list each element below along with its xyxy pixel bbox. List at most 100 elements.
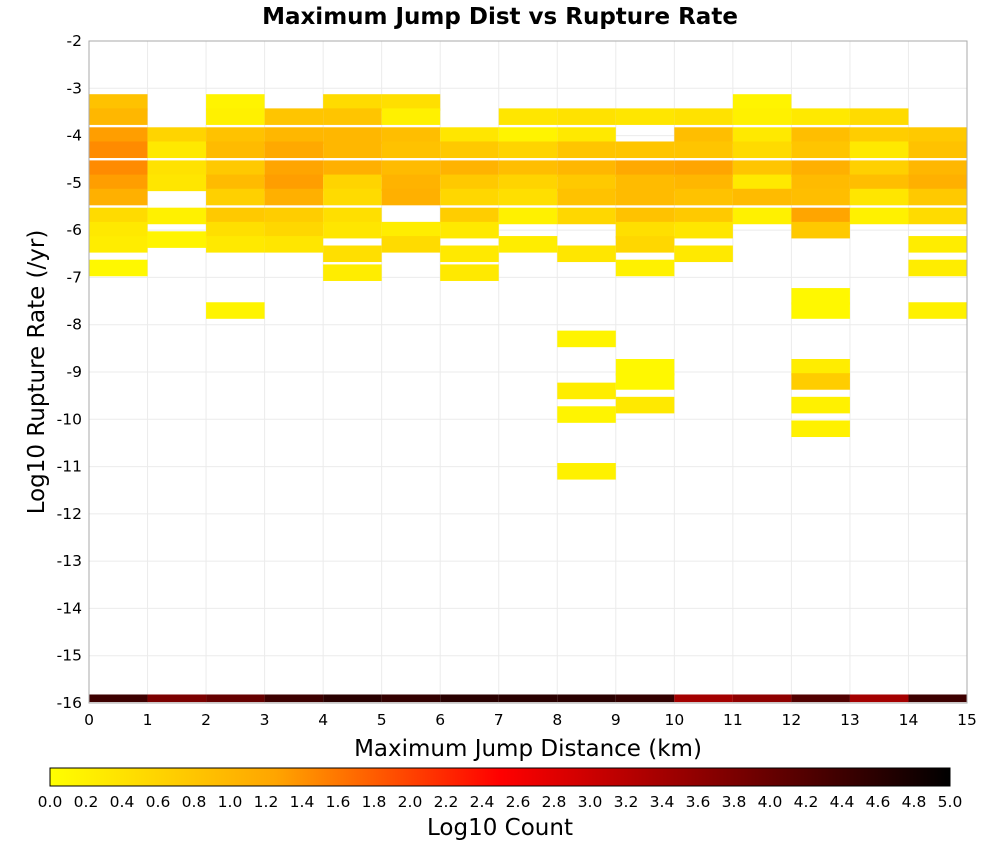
heatmap-cell	[264, 141, 324, 159]
heatmap-cell	[557, 188, 616, 206]
heatmap-cell	[381, 188, 441, 206]
colorbar-tick-label: 0.6	[146, 793, 171, 811]
heatmap-cell	[147, 160, 207, 177]
x-tick-label: 5	[377, 711, 387, 729]
heatmap-cell-bottom	[440, 694, 499, 703]
y-tick-label: -2	[67, 32, 82, 50]
heatmap-cell	[323, 245, 382, 263]
heatmap-cell	[147, 231, 207, 248]
heatmap-cell	[615, 259, 675, 277]
heatmap-cell	[440, 207, 499, 225]
y-tick-label: -10	[57, 410, 82, 428]
colorbar-label: Log10 Count	[427, 815, 573, 841]
x-tick-label: 14	[899, 711, 919, 729]
heatmap-cell	[264, 127, 324, 144]
heatmap-cell-bottom	[381, 694, 441, 703]
heatmap-cell	[849, 160, 909, 177]
colorbar-tick-label: 5.0	[938, 793, 963, 811]
heatmap-cell	[849, 207, 909, 225]
heatmap-cell	[381, 108, 441, 125]
heatmap-cell	[615, 174, 675, 192]
heatmap-cell	[89, 94, 148, 111]
heatmap-cell-bottom	[323, 694, 382, 703]
x-tick-label: 11	[723, 711, 743, 729]
heatmap-cell	[381, 127, 441, 144]
heatmap-cell	[674, 127, 733, 144]
heatmap-cell	[440, 188, 499, 206]
heatmap-cell	[440, 141, 499, 159]
heatmap-cell	[732, 127, 792, 144]
heatmap-cell	[674, 245, 733, 263]
colorbar-tick-label: 4.6	[866, 793, 891, 811]
colorbar-tick-label: 3.4	[650, 793, 675, 811]
x-tick-label: 2	[201, 711, 211, 729]
heatmap-cell	[206, 207, 265, 225]
heatmap-cell	[147, 141, 207, 159]
heatmap-cell	[908, 207, 967, 225]
heatmap-cell	[89, 207, 148, 225]
heatmap-cell	[381, 236, 441, 253]
heatmap-cell	[615, 160, 675, 177]
heatmap-cell	[908, 127, 967, 144]
heatmap-cell	[791, 188, 850, 206]
heatmap-cell-bottom	[89, 694, 148, 703]
plot-frame	[88, 40, 968, 704]
heatmap-cell	[615, 221, 675, 239]
heatmap-cell	[381, 160, 441, 177]
heatmap-cell	[615, 358, 675, 376]
colorbar-tick-label: 4.4	[830, 793, 855, 811]
heatmap-cell	[557, 463, 616, 480]
colorbar-tick-label: 2.8	[542, 793, 567, 811]
heatmap-cell	[791, 288, 850, 305]
colorbar-tick-label: 0.0	[38, 793, 63, 811]
heatmap-cell	[206, 236, 265, 253]
heatmap-cell	[323, 127, 382, 144]
y-tick-label: -3	[67, 79, 82, 97]
heatmap-cell	[908, 160, 967, 177]
x-tick-label: 9	[611, 711, 621, 729]
colorbar-tick-label: 1.0	[218, 793, 243, 811]
heatmap-cell	[381, 141, 441, 159]
x-tick-label: 12	[782, 711, 802, 729]
heatmap-cell	[791, 127, 850, 144]
y-tick-label: -8	[67, 316, 82, 334]
heatmap-cell	[323, 141, 382, 159]
heatmap-cell	[732, 207, 792, 225]
y-tick-label: -15	[57, 647, 82, 665]
heatmap-cell	[264, 188, 324, 206]
y-tick-labels: -2 -3 -4 -5 -6 -7 -8 -9 -10 -11 -12 -13 -14 -15 -16	[57, 32, 82, 712]
heatmap-cell	[89, 160, 148, 177]
heatmap-cell	[498, 141, 558, 159]
heatmap-cell-bottom	[615, 694, 675, 703]
heatmap-cell	[557, 160, 616, 177]
heatmap-cell	[381, 174, 441, 192]
heatmap-cell	[849, 127, 909, 144]
heatmap-cell	[206, 221, 265, 239]
heatmap-cell	[615, 141, 675, 159]
heatmap-cell	[615, 236, 675, 253]
colorbar-tick-label: 4.2	[794, 793, 819, 811]
heatmap-cell	[89, 108, 148, 125]
heatmap-cell	[440, 127, 499, 144]
colorbar-tick-label: 1.8	[362, 793, 387, 811]
heatmap-cell	[908, 236, 967, 253]
heatmap-cell	[89, 127, 148, 144]
heatmap-cell	[440, 174, 499, 192]
heatmap-cell	[323, 174, 382, 192]
x-tick-label: 13	[840, 711, 860, 729]
heatmap-cell	[323, 94, 382, 111]
colorbar-tick-label: 3.8	[722, 793, 747, 811]
heatmap-cell	[206, 174, 265, 192]
heatmap-cell	[732, 108, 792, 125]
heatmap-cell	[791, 396, 850, 414]
heatmap-cell	[791, 174, 850, 192]
colorbar-tick-label: 2.0	[398, 793, 423, 811]
heatmap-cell	[732, 174, 792, 192]
heatmap-cell	[440, 264, 499, 281]
colorbar-tick-label: 3.2	[614, 793, 639, 811]
heatmap-cell-bottom	[557, 694, 616, 703]
y-tick-label: -13	[57, 552, 82, 570]
heatmap-cell	[89, 221, 148, 239]
colorbar-tick-label: 1.6	[326, 793, 351, 811]
x-tick-label: 6	[435, 711, 445, 729]
